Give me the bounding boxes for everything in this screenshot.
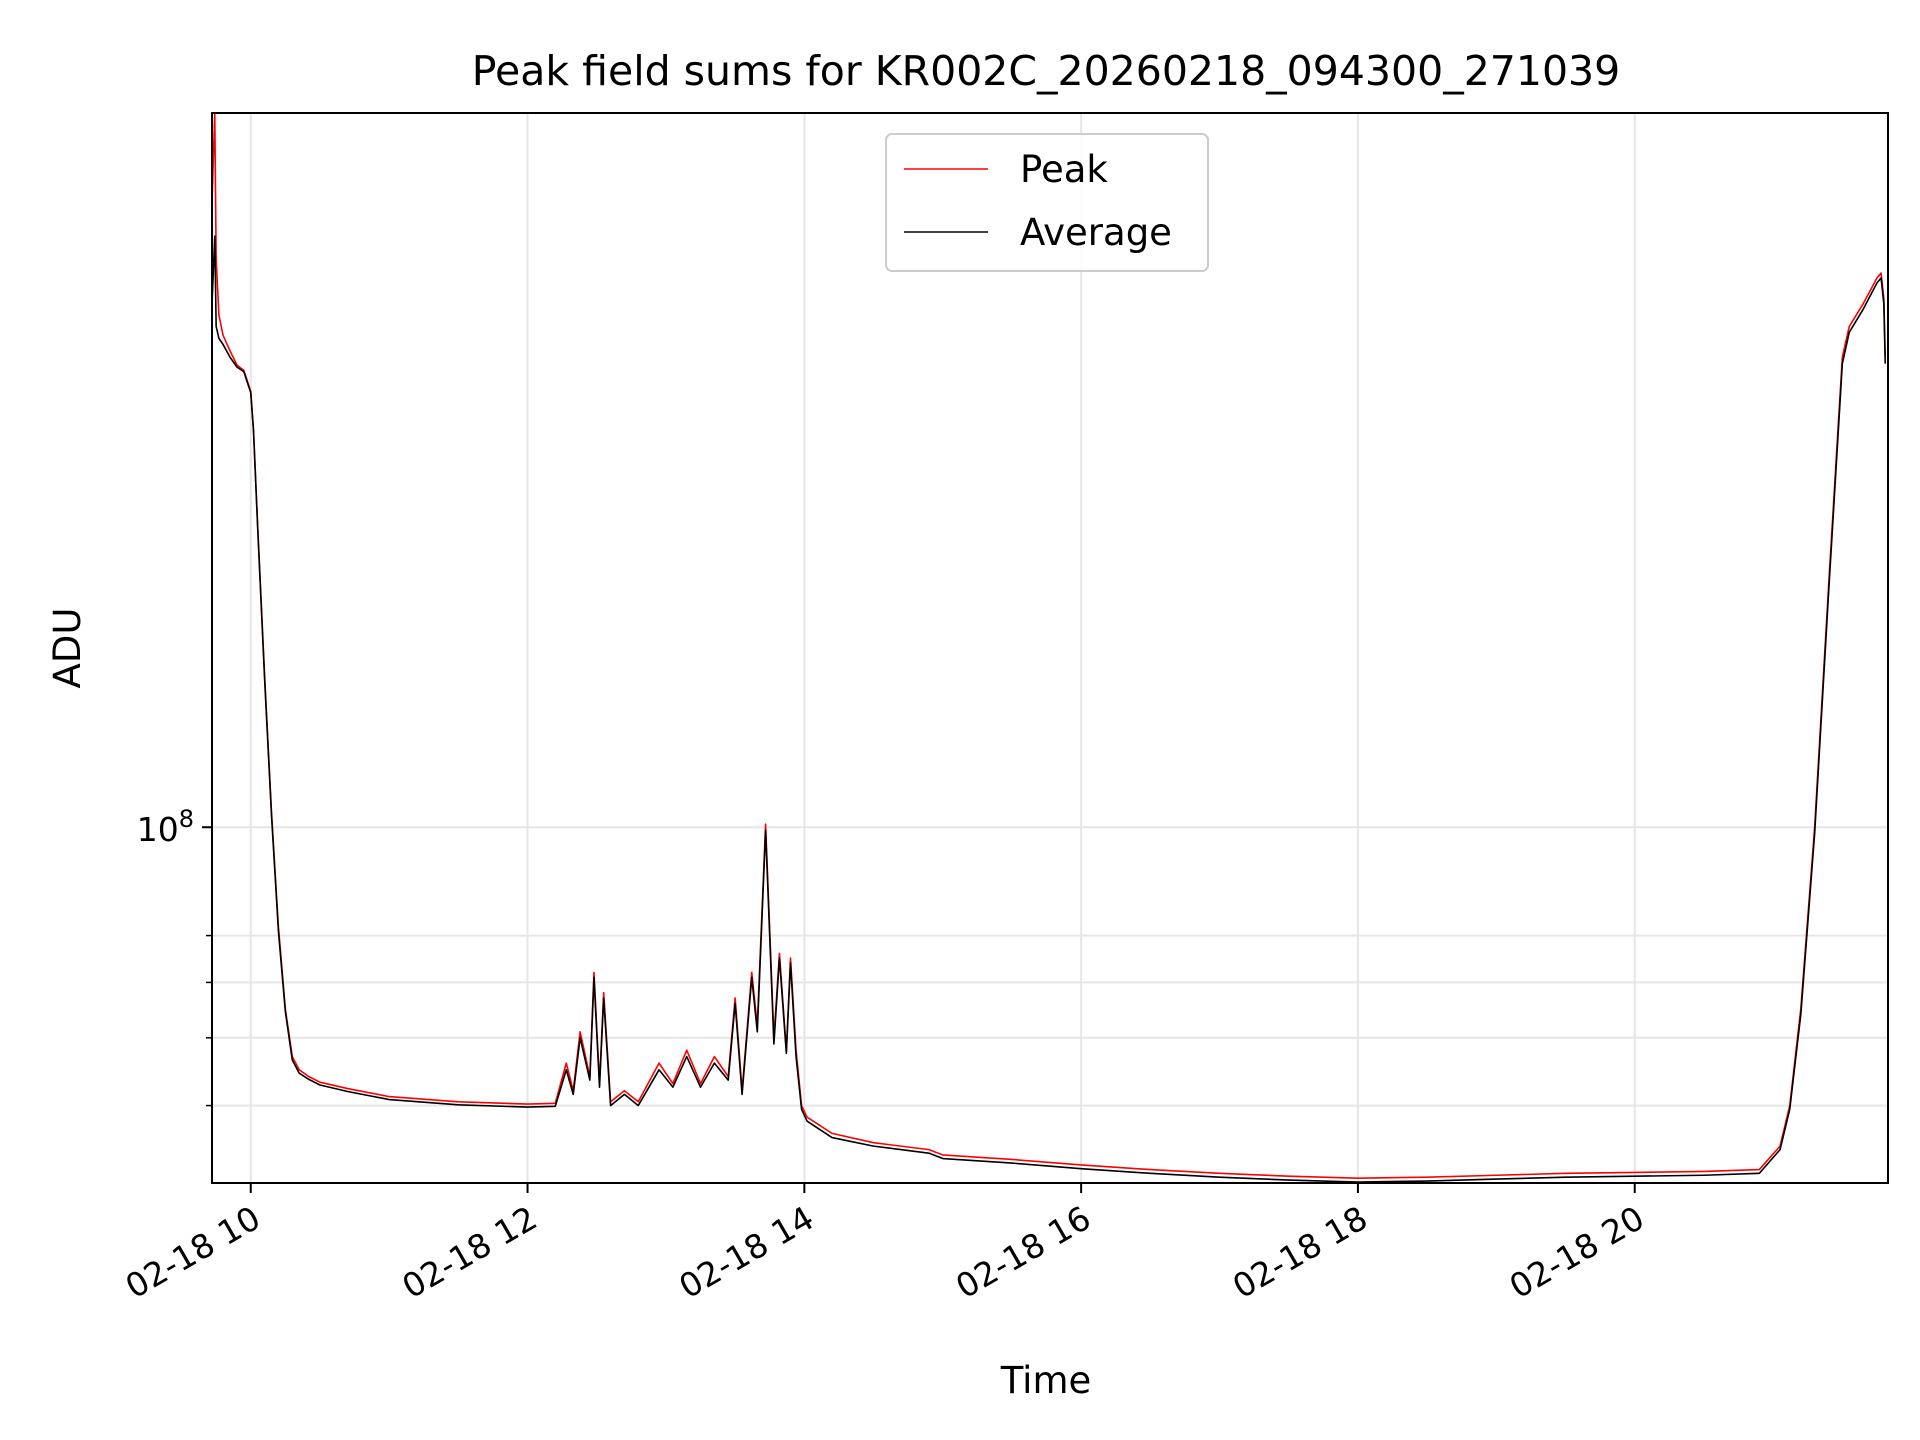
- legend: Peak Average: [885, 133, 1209, 272]
- y-tick-label: 108: [137, 805, 194, 849]
- x-axis-label: Time: [1000, 1359, 1092, 1402]
- axes-frame: [211, 112, 1889, 1184]
- legend-label-peak: Peak: [1020, 148, 1108, 191]
- series-line-average: [211, 235, 1887, 1183]
- chart-title: Peak field sums for KR002C_20260218_0943…: [472, 47, 1620, 95]
- legend-label-average: Average: [1020, 211, 1172, 254]
- y-axis-label: ADU: [46, 608, 89, 689]
- series-lines: [211, 112, 1887, 1183]
